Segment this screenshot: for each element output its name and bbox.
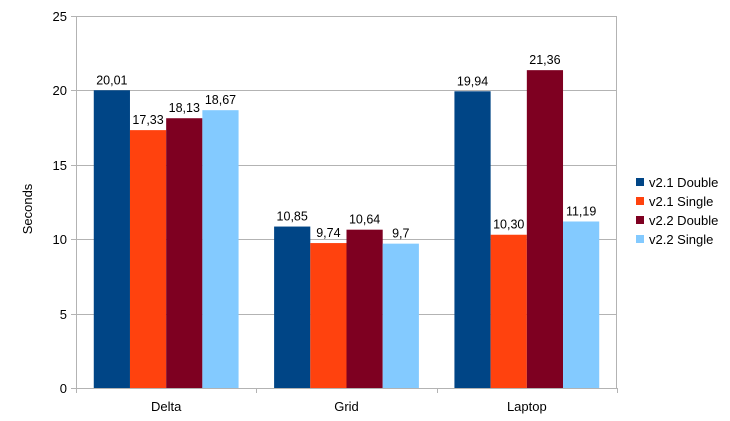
y-tick-label: 25 [53, 9, 67, 24]
bar [202, 110, 239, 388]
y-tick-label: 10 [53, 232, 67, 247]
bar [346, 229, 383, 388]
x-tick-label: Laptop [507, 399, 547, 414]
bar [129, 130, 167, 388]
legend-swatch [636, 178, 644, 186]
axes: 0 5 10 15 20 25 Delta Grid Laptop [53, 9, 618, 414]
y-tick-label: 5 [60, 307, 67, 322]
data-label: 18,67 [205, 93, 236, 107]
legend-label: v2.2 Double [649, 213, 718, 228]
bar [526, 70, 564, 388]
data-label: 9,74 [316, 226, 340, 240]
y-tick-label: 20 [53, 83, 67, 98]
data-label: 19,94 [457, 74, 488, 88]
legend: v2.1 Double v2.1 Single v2.2 Double v2.2 Si… [636, 175, 718, 247]
legend-swatch [636, 216, 644, 224]
legend-label: v2.2 Single [649, 232, 713, 247]
bar [490, 234, 527, 388]
bar [454, 91, 491, 388]
bar [274, 226, 311, 388]
data-label: 9,7 [392, 227, 409, 241]
data-label: 18,13 [169, 101, 200, 115]
legend-label: v2.1 Double [649, 175, 718, 190]
y-axis-title: Seconds [20, 183, 35, 234]
y-tick-label: 15 [53, 158, 67, 173]
legend-label: v2.1 Single [649, 194, 713, 209]
bar [382, 243, 419, 388]
bar [563, 221, 600, 388]
bar [310, 243, 347, 388]
bar [93, 90, 130, 388]
x-tick-label: Delta [151, 399, 182, 414]
data-label: 10,64 [349, 213, 380, 227]
data-label: 20,01 [96, 73, 127, 87]
data-label: 11,19 [566, 204, 596, 218]
data-label: 17,33 [132, 113, 163, 127]
y-tick-label: 0 [60, 381, 67, 396]
data-label: 10,85 [277, 210, 308, 224]
data-label: 10,30 [493, 218, 524, 232]
data-label: 21,36 [529, 53, 560, 67]
bar [166, 118, 203, 388]
legend-swatch [636, 235, 644, 243]
x-tick-label: Grid [334, 399, 359, 414]
legend-swatch [636, 197, 644, 205]
data-labels: 20,01 10,85 19,94 17,33 9,74 10,30 18,13 10,64 2… [96, 53, 596, 241]
bars [93, 70, 600, 388]
